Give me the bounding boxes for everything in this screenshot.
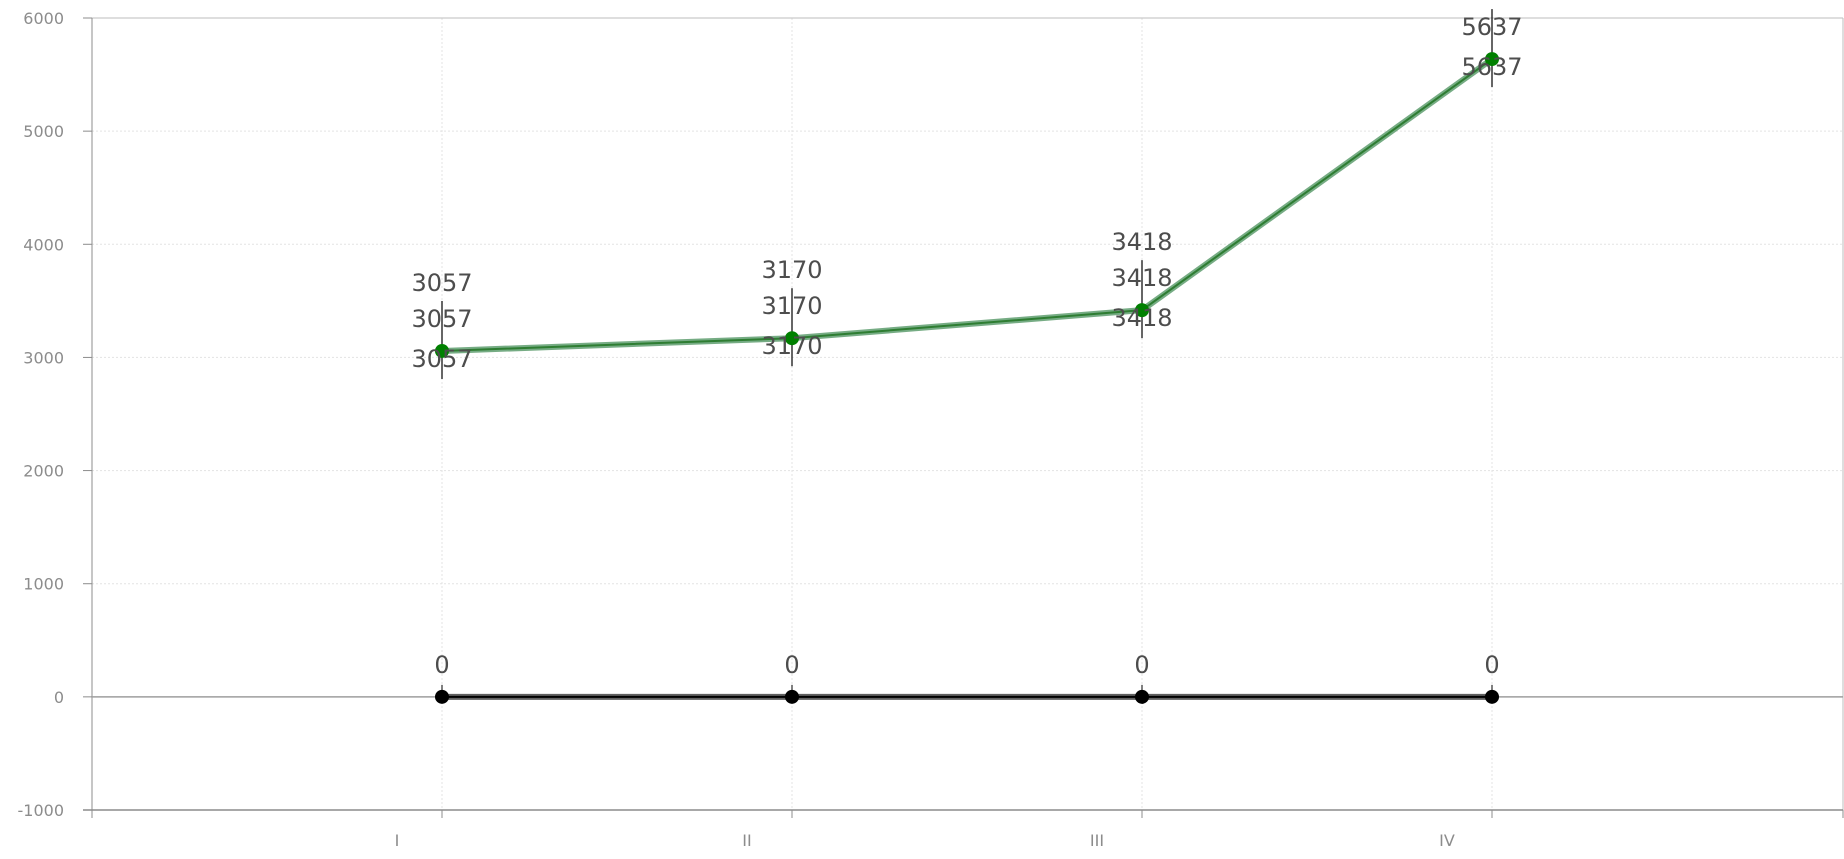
y-tick-label: -1000 [18, 801, 65, 820]
y-tick-label: 2000 [23, 462, 64, 481]
series-line [441, 58, 1493, 352]
grid [92, 17, 1843, 810]
data-label: 0 [784, 651, 799, 679]
y-tick-label: 3000 [23, 348, 64, 367]
y-tick-label: 4000 [23, 235, 64, 254]
data-label: 5637 [1461, 0, 1522, 5]
x-tick-label: IV [1439, 831, 1455, 850]
x-tick-label: I [395, 831, 400, 850]
data-label: 3418 [1111, 264, 1172, 292]
data-label: 3170 [761, 332, 822, 360]
y-tick-label: 6000 [23, 9, 64, 28]
y-tick-label: 1000 [23, 575, 64, 594]
data-label: 3418 [1111, 304, 1172, 332]
series [435, 9, 1499, 704]
data-label: 0 [1484, 651, 1499, 679]
data-point [435, 689, 449, 704]
data-point [1135, 303, 1149, 318]
data-labels: 3057 3057 3057 3170 3170 3170 3418 3418 3418 5637… [411, 0, 1522, 679]
data-point [1485, 52, 1499, 67]
data-point [785, 689, 799, 704]
y-tick-label: 5000 [23, 122, 64, 141]
data-point [1485, 689, 1499, 704]
data-label: 0 [1134, 651, 1149, 679]
data-label: 3057 [411, 269, 472, 297]
data-label: 0 [434, 651, 449, 679]
y-tick-label: 0 [54, 688, 64, 707]
data-label: 3057 [411, 305, 472, 333]
data-label: 3170 [761, 256, 822, 284]
data-label: 3170 [761, 292, 822, 320]
data-label: 3057 [411, 345, 472, 373]
series-line-band [441, 56, 1494, 354]
x-tick-label: III [1090, 831, 1104, 850]
data-point [435, 343, 449, 358]
data-label: 5637 [1461, 13, 1522, 41]
data-point [785, 331, 799, 346]
data-point [1135, 689, 1149, 704]
data-label: 3418 [1111, 228, 1172, 256]
x-tick-label: II [742, 831, 751, 850]
data-label: 5637 [1461, 53, 1522, 81]
